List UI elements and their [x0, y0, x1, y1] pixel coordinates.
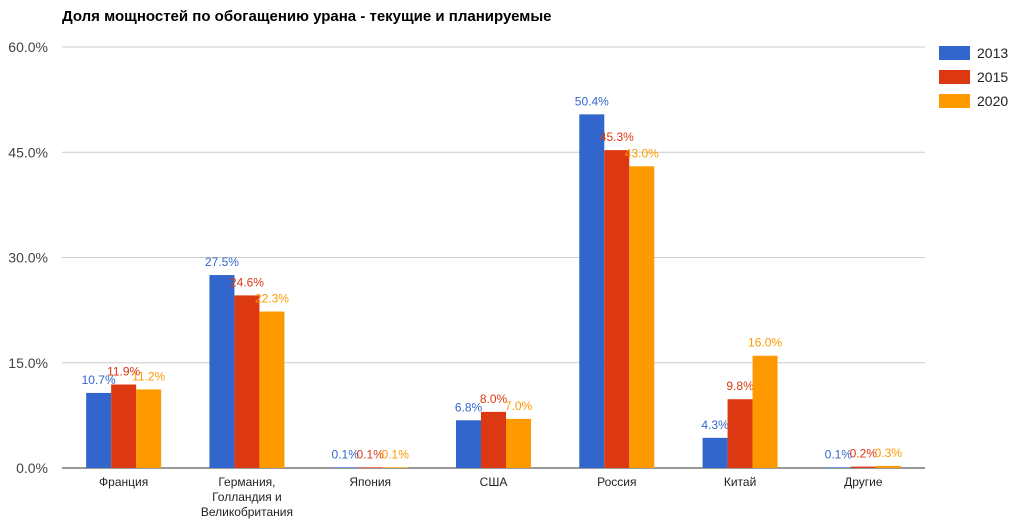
x-tick-label: Германия,: [218, 475, 275, 489]
data-label-2015: 0.1%: [357, 447, 385, 461]
bar-2015: [604, 150, 630, 468]
bar-2020: [136, 389, 162, 468]
bar-2020: [259, 311, 285, 468]
data-label-2020: 7.0%: [505, 399, 533, 413]
x-tick-label: Франция: [99, 475, 148, 489]
y-tick-label: 0.0%: [16, 460, 48, 476]
x-tick-label: Китай: [724, 475, 756, 489]
data-label-2013: 10.7%: [82, 373, 116, 387]
data-label-2020: 22.3%: [255, 292, 289, 306]
bar-2013: [209, 275, 235, 468]
x-tick-label: Россия: [597, 475, 636, 489]
data-label-2015: 8.0%: [480, 392, 508, 406]
chart-title: Доля мощностей по обогащению урана - тек…: [62, 8, 552, 25]
x-tick-label: Другие: [844, 475, 883, 489]
bar-2013: [86, 392, 112, 468]
y-tick-label: 15.0%: [8, 355, 48, 371]
data-label-2020: 0.1%: [382, 447, 410, 461]
legend-label-2020: 2020: [977, 93, 1008, 109]
x-tick-label: Япония: [349, 475, 391, 489]
bar-2013: [702, 437, 728, 468]
y-tick-label: 30.0%: [8, 250, 48, 266]
bar-2020: [752, 355, 778, 468]
data-label-2020: 16.0%: [748, 336, 782, 350]
bar-2013: [456, 420, 481, 468]
data-label-2020: 11.2%: [132, 369, 165, 383]
bar-2015: [727, 399, 753, 468]
x-tick-label: Голландия и: [212, 490, 282, 504]
bar-2015: [234, 295, 260, 468]
bar-2015: [481, 411, 506, 468]
bar-2020: [382, 467, 408, 468]
legend-swatch-2013: [939, 46, 970, 60]
data-label-2013: 27.5%: [205, 255, 239, 269]
data-label-2015: 45.3%: [600, 130, 634, 144]
x-tick-label: Великобритания: [201, 505, 293, 519]
data-label-2013: 4.3%: [701, 418, 729, 432]
data-label-2015: 11.9%: [107, 365, 140, 379]
y-tick-label: 45.0%: [8, 144, 48, 160]
data-label-2015: 9.8%: [726, 379, 754, 393]
bar-2020: [629, 166, 655, 469]
bar-2015: [850, 466, 876, 468]
legend-label-2015: 2015: [977, 69, 1008, 85]
legend-label-2013: 2013: [977, 45, 1008, 61]
data-label-2013: 50.4%: [575, 94, 609, 108]
data-label-2015: 0.2%: [850, 447, 878, 461]
legend-swatch-2015: [939, 70, 970, 84]
bar-2013: [825, 467, 851, 468]
legend-swatch-2020: [939, 94, 970, 108]
bar-2015: [357, 467, 383, 468]
data-label-2015: 24.6%: [230, 275, 264, 289]
bar-2013: [332, 467, 358, 468]
data-label-2013: 6.8%: [455, 400, 483, 414]
x-tick-label: США: [480, 475, 508, 489]
bar-2020: [506, 418, 531, 468]
bar-2013: [579, 114, 605, 469]
data-label-2013: 0.1%: [332, 447, 360, 461]
bar-2015: [111, 384, 137, 468]
bar-2020: [875, 465, 901, 468]
data-label-2020: 0.3%: [875, 446, 903, 460]
y-tick-label: 60.0%: [8, 39, 48, 55]
data-label-2020: 43.0%: [625, 146, 659, 160]
data-label-2013: 0.1%: [825, 447, 853, 461]
